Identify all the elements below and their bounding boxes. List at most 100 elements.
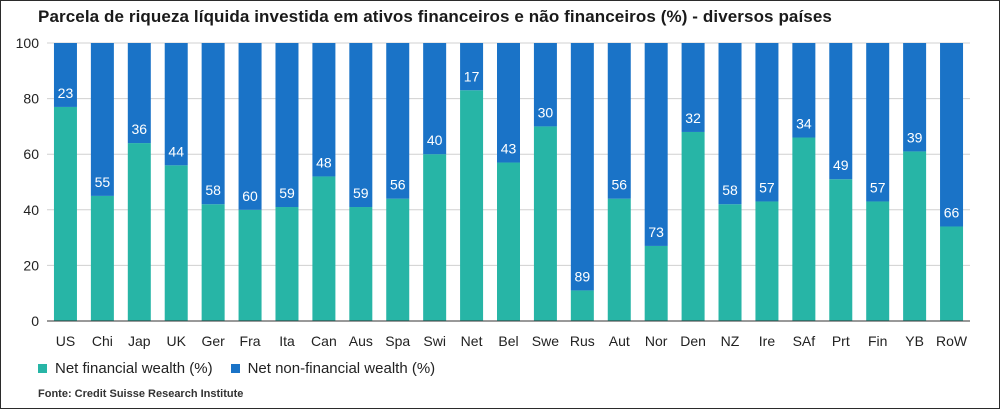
source-note: Fonte: Credit Suisse Research Institute xyxy=(38,388,244,400)
data-label-non-financial: 40 xyxy=(427,132,443,148)
x-tick-label: Nor xyxy=(645,333,668,349)
x-tick-label: Fin xyxy=(868,333,887,349)
bar-non-financial xyxy=(201,43,225,205)
bar-non-financial xyxy=(423,43,447,155)
data-label-non-financial: 39 xyxy=(907,129,923,145)
data-label-non-financial: 17 xyxy=(464,68,480,84)
x-tick-label: Jap xyxy=(128,333,151,349)
bar-non-financial xyxy=(127,43,151,144)
bar-financial xyxy=(644,245,668,321)
x-tick-label: Swe xyxy=(532,333,559,349)
data-label-non-financial: 57 xyxy=(870,179,886,195)
data-label-non-financial: 73 xyxy=(648,224,664,240)
legend-label-financial: Net financial wealth (%) xyxy=(55,360,213,377)
data-label-non-financial: 30 xyxy=(538,104,554,120)
bar-financial xyxy=(940,226,964,321)
y-tick-label: 40 xyxy=(23,202,39,218)
y-tick-label: 80 xyxy=(23,91,39,107)
bar-financial xyxy=(866,201,890,321)
data-label-non-financial: 48 xyxy=(316,154,332,170)
chart-title: Parcela de riqueza líquida investida em … xyxy=(38,7,832,26)
x-tick-label: Aus xyxy=(349,333,373,349)
bar-financial xyxy=(312,176,336,321)
x-tick-label: Swi xyxy=(423,333,446,349)
legend-item-non-financial: Net non-financial wealth (%) xyxy=(230,360,436,377)
data-label-non-financial: 59 xyxy=(353,185,369,201)
x-tick-label: Ger xyxy=(201,333,225,349)
bar-financial xyxy=(201,204,225,321)
bar-financial xyxy=(903,151,927,321)
bar-financial xyxy=(127,143,151,321)
bar-financial xyxy=(570,290,594,321)
bar-non-financial xyxy=(718,43,742,205)
legend: Net financial wealth (%) Net non-financi… xyxy=(38,360,435,377)
bar-non-financial xyxy=(164,43,188,166)
bar-financial xyxy=(460,90,484,321)
bar-non-financial xyxy=(755,43,779,202)
x-tick-label: Prt xyxy=(832,333,850,349)
data-label-non-financial: 59 xyxy=(279,185,295,201)
x-tick-label: Can xyxy=(311,333,337,349)
bar-financial xyxy=(164,165,188,321)
legend-item-financial: Net financial wealth (%) xyxy=(38,360,213,377)
x-tick-label: Ita xyxy=(279,333,295,349)
bar-financial xyxy=(829,179,853,321)
bar-financial xyxy=(755,201,779,321)
bar-financial xyxy=(90,195,114,321)
x-tick-label: Aut xyxy=(609,333,630,349)
x-tick-label: Ire xyxy=(759,333,776,349)
axis-layer: 0 20 40 60 80 100 US Chi Jap UK Ger Fra Ita Can Aus Spa… xyxy=(16,35,970,349)
bar-non-financial xyxy=(533,43,557,127)
data-label-non-financial: 56 xyxy=(611,177,627,193)
x-tick-label: NZ xyxy=(721,333,740,349)
bar-financial xyxy=(607,198,631,321)
x-tick-label: Chi xyxy=(92,333,113,349)
bar-financial xyxy=(718,204,742,321)
legend-label-non-financial: Net non-financial wealth (%) xyxy=(247,360,436,377)
bar-financial xyxy=(497,162,520,321)
bar-non-financial xyxy=(829,43,853,180)
bar-financial xyxy=(275,207,299,321)
data-label-non-financial: 55 xyxy=(95,174,111,190)
data-label-non-financial: 57 xyxy=(759,179,775,195)
bar-non-financial xyxy=(940,43,964,227)
data-label-non-financial: 60 xyxy=(242,188,258,204)
y-tick-label: 100 xyxy=(16,35,40,51)
x-tick-label: Fra xyxy=(240,333,261,349)
bar-financial xyxy=(681,131,705,321)
x-tick-label: Den xyxy=(680,333,706,349)
bar-financial xyxy=(386,198,410,321)
x-tick-label: UK xyxy=(166,333,186,349)
x-tick-label: Net xyxy=(461,333,483,349)
data-label-non-financial: 23 xyxy=(58,85,74,101)
bar-non-financial xyxy=(238,43,262,210)
data-label-non-financial: 66 xyxy=(944,204,960,220)
bar-non-financial xyxy=(903,43,927,152)
x-tick-label: US xyxy=(56,333,75,349)
legend-swatch-non-financial xyxy=(230,364,240,373)
bar-financial xyxy=(533,126,557,322)
bar-non-financial xyxy=(607,43,631,199)
y-tick-label: 60 xyxy=(23,146,39,162)
bar-non-financial xyxy=(792,43,816,138)
x-tick-label: SAf xyxy=(793,333,816,349)
data-label-non-financial: 56 xyxy=(390,177,406,193)
x-tick-label: Rus xyxy=(570,333,595,349)
x-tick-label: Bel xyxy=(498,333,518,349)
data-label-non-financial: 44 xyxy=(168,143,184,159)
labels-layer: 23 55 36 44 58 60 59 48 59 56 40 17 43 30 89 56 73 32 58 57… xyxy=(58,68,960,284)
bar-non-financial xyxy=(497,43,520,163)
bar-financial xyxy=(792,137,816,321)
bar-non-financial xyxy=(349,43,373,208)
bar-non-financial xyxy=(275,43,299,208)
data-label-non-financial: 36 xyxy=(132,121,148,137)
data-label-non-financial: 34 xyxy=(796,116,812,132)
y-tick-label: 0 xyxy=(31,313,39,329)
bar-non-financial xyxy=(866,43,890,202)
x-tick-label: YB xyxy=(905,333,924,349)
data-label-non-financial: 32 xyxy=(685,110,701,126)
bar-non-financial xyxy=(312,43,336,177)
bar-non-financial xyxy=(681,43,705,132)
bar-non-financial xyxy=(53,43,77,107)
